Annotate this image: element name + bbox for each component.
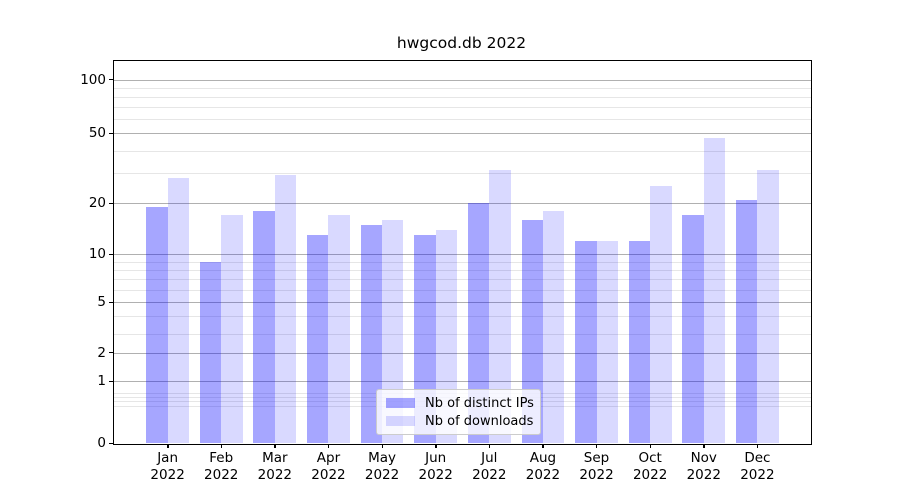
bar-downloads-aug	[542, 211, 565, 444]
x-tick-label-mar: Mar 2022	[257, 450, 293, 483]
minor-gridline	[114, 172, 811, 174]
bar-ips-dec	[735, 199, 758, 444]
x-tick-label-jan: Jan 2022	[150, 450, 185, 483]
bar-downloads-jul	[489, 170, 511, 444]
legend-label-downloads: Nb of downloads	[425, 413, 534, 429]
minor-gridline	[114, 107, 811, 109]
bar-ips-nov	[682, 215, 704, 444]
bar-downloads-jan	[167, 177, 189, 444]
x-tick-mark	[488, 444, 491, 448]
bar-ips-jul	[467, 203, 490, 444]
bar-ips-mar	[253, 211, 275, 444]
y-tick-mark	[109, 79, 114, 81]
legend-label-distinct-ips: Nb of distinct IPs	[425, 395, 534, 411]
minor-gridline	[114, 270, 811, 272]
y-tick-mark	[109, 352, 114, 354]
minor-gridline	[114, 279, 811, 281]
bar-ips-feb	[199, 261, 222, 444]
x-tick-label-jul: Jul 2022	[472, 450, 507, 483]
minor-gridline	[114, 316, 811, 318]
bar-downloads-sep	[596, 241, 618, 444]
plot-area	[113, 60, 812, 445]
y-tick-mark	[109, 380, 114, 382]
major-gridline	[114, 302, 811, 304]
y-tick-mark	[109, 132, 114, 135]
bar-downloads-dec	[757, 170, 779, 444]
minor-gridline	[114, 261, 811, 263]
x-tick-mark	[167, 444, 169, 448]
major-gridline	[114, 381, 811, 382]
bar-downloads-nov	[703, 138, 726, 444]
y-tick-label: 100	[80, 71, 106, 88]
y-tick-label: 50	[88, 125, 106, 142]
x-tick-label-oct: Oct 2022	[632, 450, 668, 483]
x-tick-mark	[381, 444, 383, 448]
bar-ips-sep	[575, 241, 597, 444]
chart-title: hwgcod.db 2022	[396, 34, 527, 52]
bar-downloads-feb	[221, 215, 243, 444]
minor-gridline	[114, 119, 811, 121]
x-tick-label-may: May 2022	[364, 450, 400, 483]
bar-ips-apr	[307, 235, 329, 444]
x-tick-mark	[327, 444, 330, 448]
y-tick-label: 5	[97, 294, 106, 311]
bar-downloads-mar	[274, 175, 297, 444]
y-tick-mark	[109, 442, 114, 445]
bar-ips-jan	[146, 207, 168, 444]
bar-downloads-may	[382, 219, 404, 444]
minor-gridline	[114, 96, 811, 98]
bar-downloads-apr	[328, 215, 350, 444]
y-tick-label: 10	[88, 246, 106, 263]
bar-ips-may	[360, 224, 383, 444]
major-gridline	[114, 254, 811, 256]
minor-gridline	[114, 150, 811, 152]
major-gridline	[114, 79, 811, 81]
x-tick-mark	[435, 444, 437, 448]
bar-ips-oct	[628, 241, 651, 444]
major-gridline	[114, 133, 811, 135]
x-tick-label-aug: Aug 2022	[525, 450, 561, 483]
x-tick-mark	[542, 444, 544, 448]
minor-gridline	[114, 289, 811, 291]
legend-row-distinct-ips: Nb of distinct IPs	[377, 396, 540, 411]
y-tick-label: 0	[97, 435, 106, 452]
bar-ips-aug	[521, 219, 543, 444]
y-tick-mark	[109, 253, 114, 256]
x-tick-mark	[274, 444, 276, 448]
major-gridline	[114, 352, 811, 354]
legend: Nb of distinct IPs Nb of downloads	[376, 389, 541, 435]
x-tick-label-jun: Jun 2022	[418, 450, 453, 483]
major-gridline	[114, 203, 811, 205]
x-tick-mark	[596, 444, 598, 448]
legend-row-downloads: Nb of downloads	[377, 414, 540, 429]
x-tick-mark	[703, 444, 705, 448]
legend-swatch-distinct-ips	[386, 398, 415, 408]
bar-downloads-oct	[650, 186, 672, 444]
x-tick-label-feb: Feb 2022	[204, 450, 239, 483]
minor-gridline	[114, 87, 811, 89]
x-tick-mark	[756, 444, 759, 448]
y-tick-label: 1	[97, 373, 106, 389]
x-tick-mark	[649, 444, 652, 448]
minor-gridline	[114, 334, 811, 336]
y-tick-label: 2	[97, 344, 106, 361]
x-tick-label-sep: Sep 2022	[579, 450, 614, 483]
x-tick-label-dec: Dec 2022	[740, 450, 775, 483]
legend-swatch-downloads	[386, 416, 415, 426]
y-tick-mark	[109, 202, 114, 205]
x-tick-mark	[220, 444, 223, 448]
x-tick-label-nov: Nov 2022	[686, 450, 721, 483]
y-tick-mark	[109, 301, 114, 303]
x-tick-label-apr: Apr 2022	[311, 450, 346, 483]
y-tick-label: 20	[88, 195, 106, 212]
